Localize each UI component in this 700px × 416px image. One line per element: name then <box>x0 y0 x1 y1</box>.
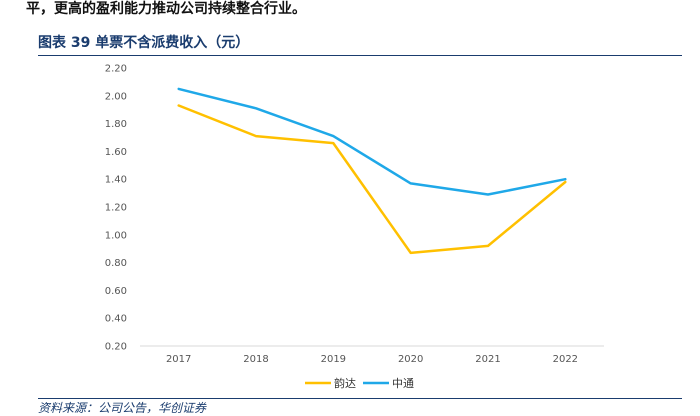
y-tick-label: 2.20 <box>105 64 127 75</box>
legend-label: 中通 <box>392 377 414 390</box>
x-tick-label: 2021 <box>475 354 500 365</box>
y-tick-label: 1.40 <box>105 175 127 186</box>
y-tick-label: 0.60 <box>105 286 127 297</box>
plot-area <box>177 87 567 255</box>
x-tick-label: 2020 <box>398 354 423 365</box>
x-tick-label: 2019 <box>321 354 346 365</box>
source-divider <box>38 398 682 399</box>
y-tick-label: 0.20 <box>105 342 127 353</box>
source-note: 资料来源：公司公告，华创证券 <box>38 401 207 415</box>
y-tick-label: 0.40 <box>105 314 127 325</box>
legend: 韵达 中通 <box>305 376 414 390</box>
y-tick-label: 1.60 <box>105 147 127 158</box>
intro-text: 平，更高的盈利能力推动公司持续整合行业。 <box>26 1 306 17</box>
figure-title: 图表 39 单票不含派费收入（元） <box>38 35 250 51</box>
series-line-1 <box>177 87 567 196</box>
y-tick-label: 2.00 <box>105 91 127 102</box>
y-tick-label: 1.20 <box>105 203 127 214</box>
legend-label: 韵达 <box>334 376 356 390</box>
y-axis: 0.20 0.40 0.60 0.80 1.00 1.20 1.40 1.60 1.80 2.00… <box>105 64 127 353</box>
x-tick-label: 2018 <box>243 354 268 365</box>
series-line-0 <box>177 104 567 255</box>
y-tick-label: 0.80 <box>105 258 127 269</box>
x-axis: 2017 2018 2019 2020 2021 2022 <box>166 354 578 365</box>
y-tick-label: 1.80 <box>105 119 127 130</box>
x-tick-label: 2017 <box>166 354 191 365</box>
title-divider <box>38 55 682 56</box>
x-tick-label: 2022 <box>553 354 578 365</box>
y-tick-label: 1.00 <box>105 230 127 241</box>
